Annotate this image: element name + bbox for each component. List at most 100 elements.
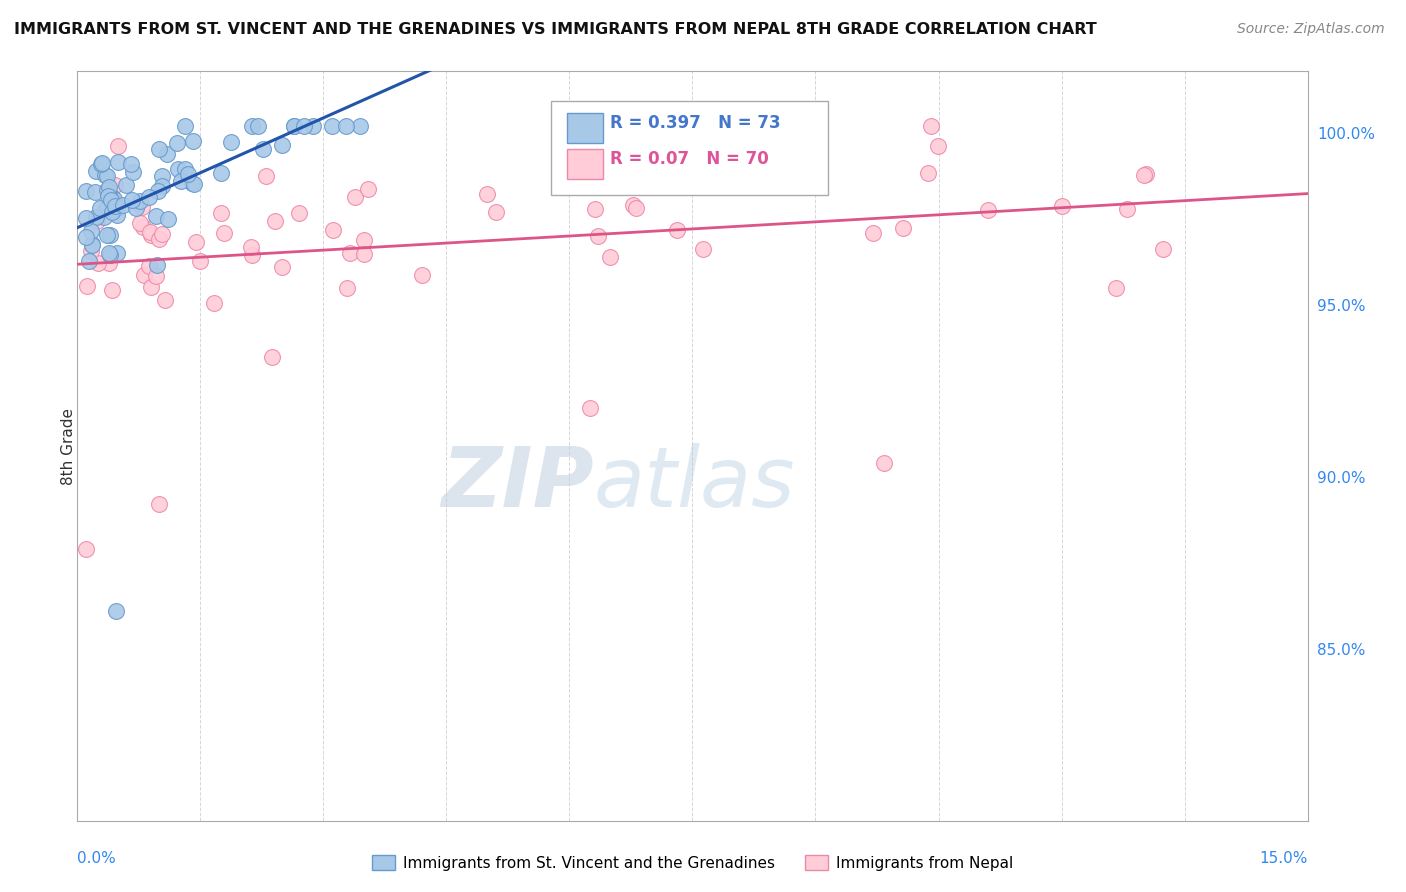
Point [336,281,359,295]
Point [1152,242,1174,256]
Point [1116,202,1139,217]
Text: ZIP: ZIP [441,443,595,524]
Text: R = 0.397   N = 73: R = 0.397 N = 73 [610,114,780,132]
Point [82,238,104,252]
Point [148,184,170,198]
Point [322,223,344,237]
Text: Source: ZipAtlas.com: Source: ZipAtlas.com [1237,22,1385,37]
Point [100,193,122,207]
Point [583,202,606,217]
Point [302,120,325,134]
Point [270,137,292,152]
Point [103,192,125,206]
Point [186,235,208,249]
Point [104,199,127,213]
Point [283,120,305,134]
Point [138,225,160,239]
Legend: Immigrants from St. Vincent and the Grenadines, Immigrants from Nepal: Immigrants from St. Vincent and the Gren… [366,848,1019,877]
Point [202,295,225,310]
Point [75,211,97,225]
Point [107,139,129,153]
Point [167,161,190,176]
Point [105,246,128,260]
Point [148,142,170,156]
Point [132,220,155,235]
Point [86,214,108,228]
Point [134,268,156,282]
Text: R = 0.07   N = 70: R = 0.07 N = 70 [610,150,769,168]
Point [120,157,142,171]
Point [84,210,107,224]
Point [247,120,270,134]
Point [148,232,170,246]
Point [98,228,121,243]
Point [170,174,193,188]
Point [84,163,107,178]
Point [1135,167,1157,181]
Point [153,293,176,308]
Point [917,166,939,180]
Point [180,176,202,190]
Point [188,253,212,268]
Point [271,260,294,275]
Point [599,250,621,264]
Point [219,136,242,150]
Point [263,214,285,228]
Point [174,120,197,134]
Point [145,258,167,272]
Point [107,154,129,169]
Point [621,197,644,211]
Point [97,256,120,270]
Text: 15.0%: 15.0% [1260,851,1308,866]
Point [1104,281,1126,295]
Point [240,120,263,134]
Point [579,401,602,416]
Point [177,168,200,182]
Point [339,246,361,260]
Point [927,139,949,153]
Point [550,170,572,185]
Point [1050,199,1073,213]
Point [97,189,120,203]
Point [105,208,128,222]
Point [96,201,118,215]
Point [101,283,124,297]
Point [873,456,896,470]
Point [650,143,672,157]
Point [242,248,264,262]
Point [145,209,167,223]
Point [353,233,375,247]
Point [288,206,311,220]
Point [105,201,128,215]
Point [723,174,745,188]
Point [335,120,357,134]
Point [80,237,103,252]
Point [624,201,647,215]
Point [84,185,107,199]
Point [150,169,173,183]
Point [283,120,305,134]
FancyBboxPatch shape [567,149,603,178]
FancyBboxPatch shape [567,112,603,143]
Text: atlas: atlas [595,443,796,524]
Point [260,350,283,364]
Point [862,227,884,241]
Point [239,240,262,254]
Point [145,268,167,283]
Point [692,242,714,256]
Point [87,256,110,270]
Point [79,244,101,258]
Point [89,201,111,215]
Point [586,228,609,243]
Point [138,190,160,204]
Point [343,190,366,204]
Point [141,280,163,294]
Point [150,179,173,194]
Point [477,186,499,201]
Point [150,227,173,242]
Point [105,604,128,618]
Y-axis label: 8th Grade: 8th Grade [62,408,76,484]
Point [166,136,188,151]
Point [96,227,118,242]
FancyBboxPatch shape [551,102,828,195]
